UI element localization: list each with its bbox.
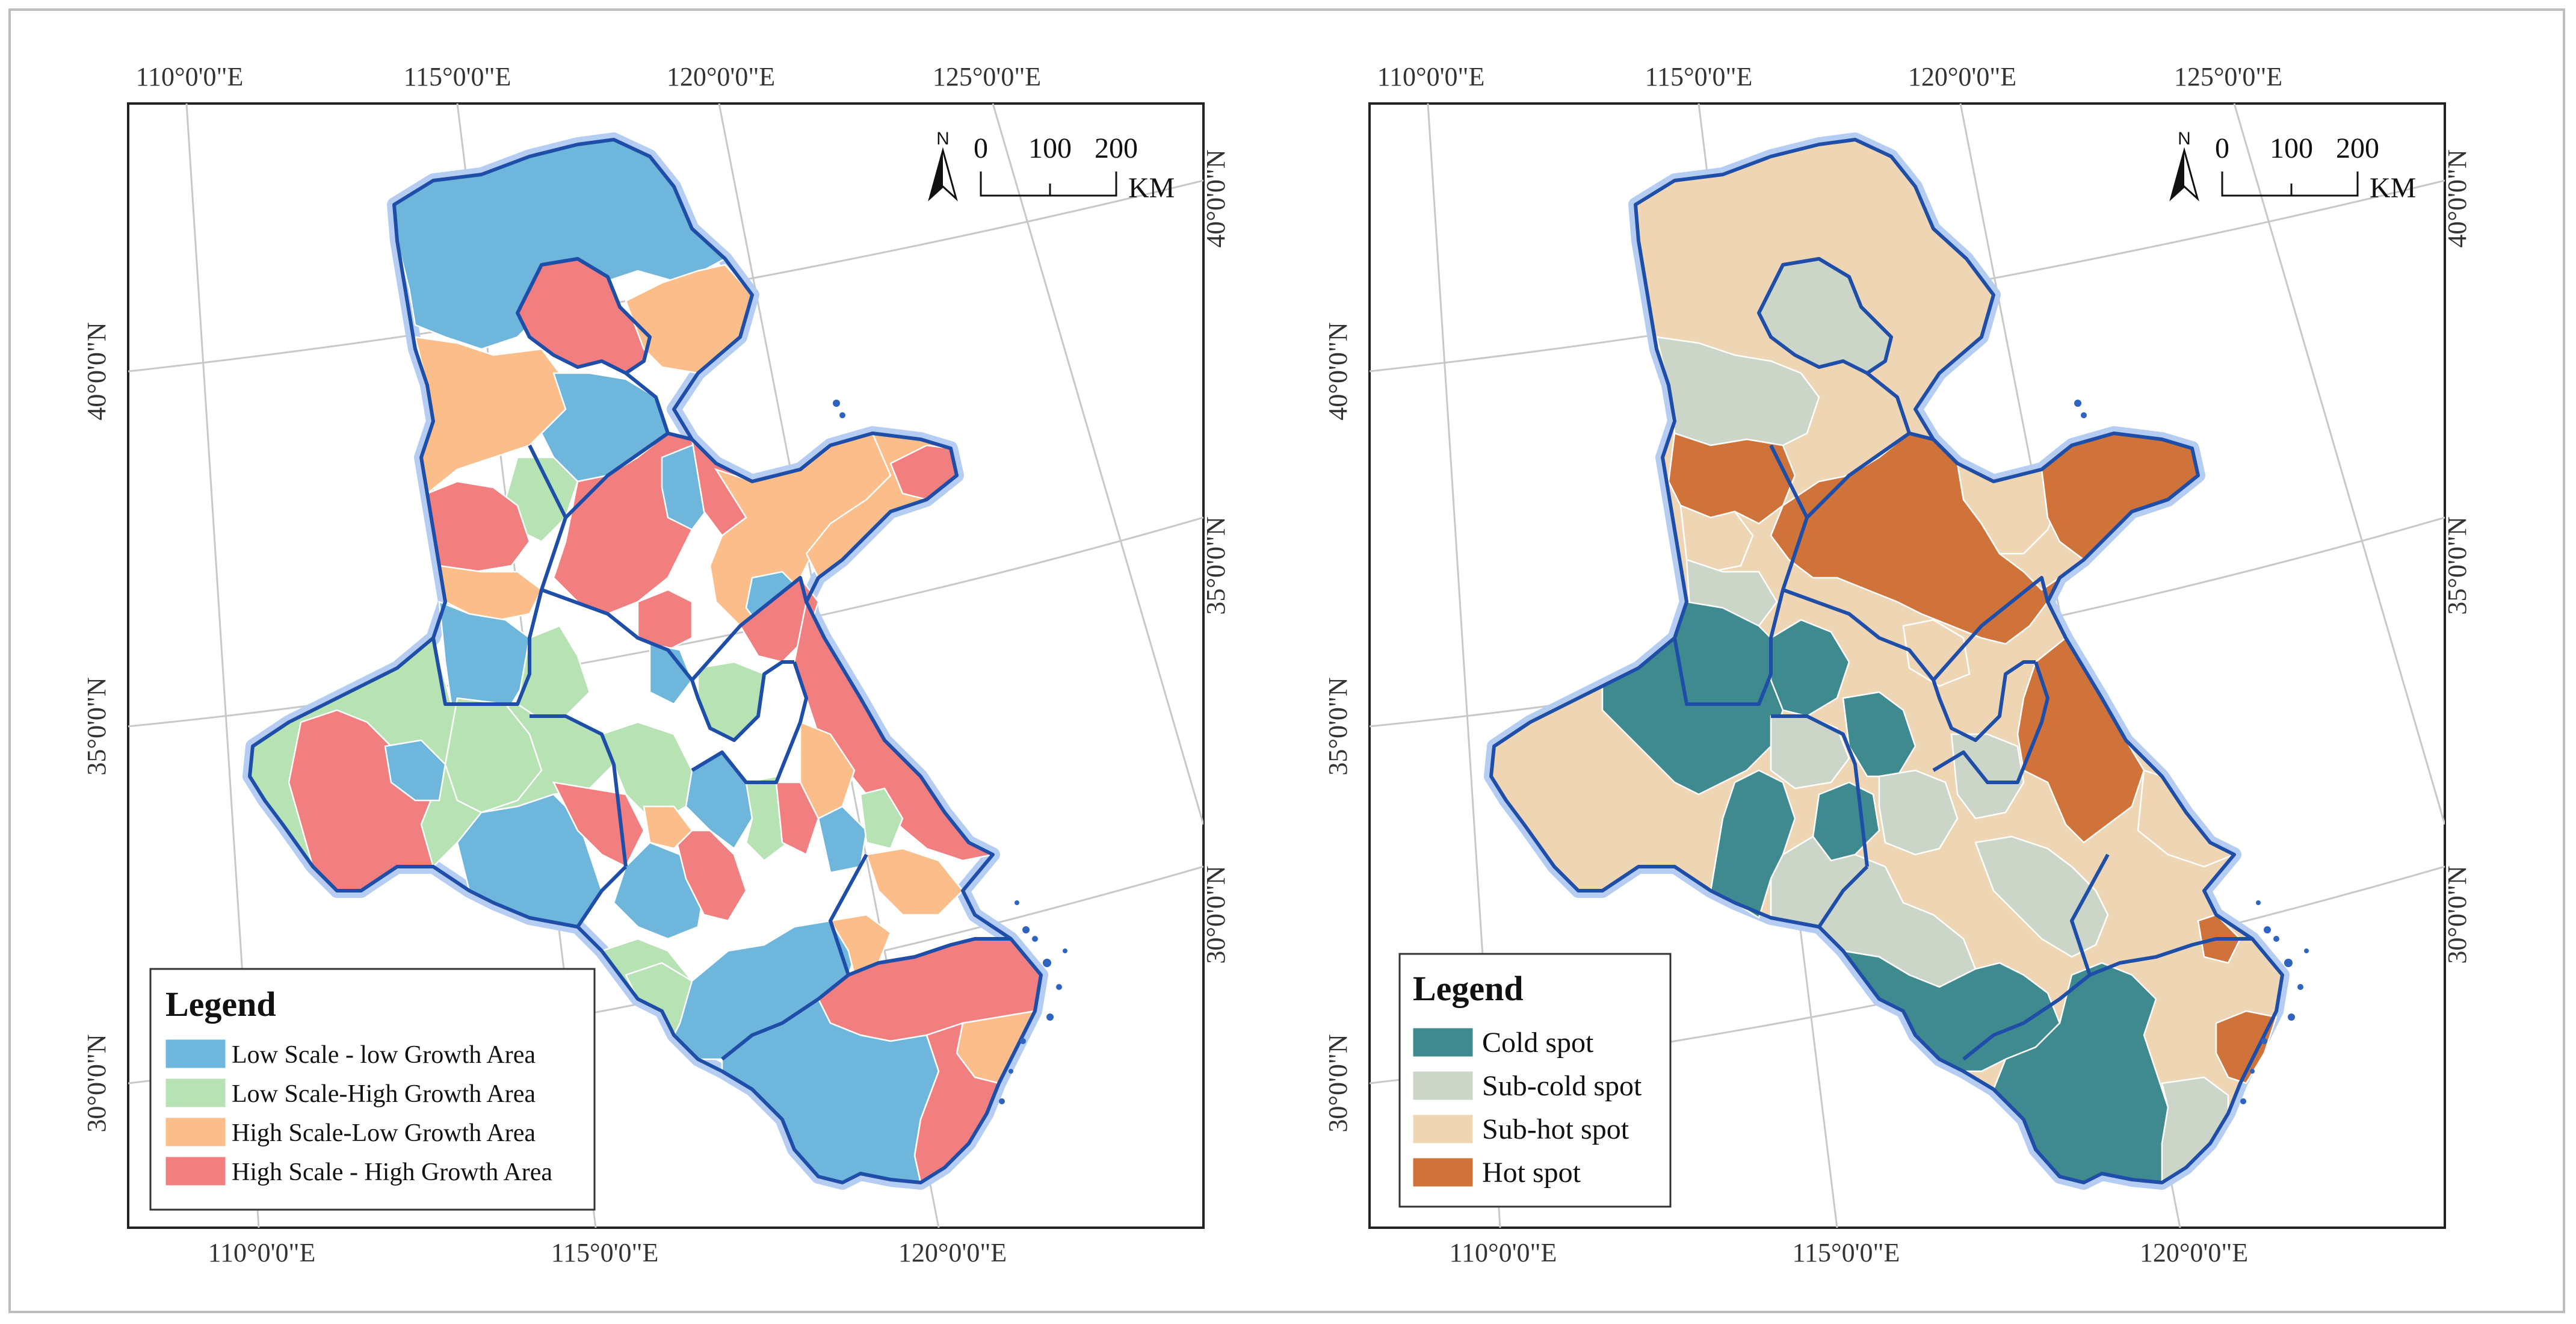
province-boundaries <box>248 138 1043 1184</box>
north-arrow: N <box>928 129 958 202</box>
right-axis-label: 35°0'0"N <box>1201 516 1231 614</box>
left-axis-labels: 40°0'0"N 35°0'0"N 30°0'0"N <box>82 322 111 1132</box>
bottom-axis-label: 115°0'0"E <box>1793 1238 1900 1267</box>
province-boundaries <box>1489 138 2284 1184</box>
legend: Legend Cold spot Sub-cold spot Sub-hot s… <box>1398 953 1672 1208</box>
map-region <box>1601 601 1784 796</box>
scale-tick-label: 0 <box>2215 132 2229 164</box>
map-region <box>1950 733 2025 820</box>
map-region <box>775 781 820 856</box>
scale-tick-label: 200 <box>2336 132 2379 164</box>
bottom-axis-labels: 110°0'0"E 115°0'0"E 120°0'0"E <box>1450 1238 2249 1267</box>
map-region <box>817 805 868 874</box>
map-region <box>649 643 693 705</box>
legend-title: Legend <box>165 985 276 1024</box>
right-axis-label: 35°0'0"N <box>2442 516 2472 614</box>
scale-bar: 0 100 200 KM <box>974 132 1175 204</box>
map-region <box>444 697 543 814</box>
north-label: N <box>936 129 950 149</box>
legend-swatch <box>1412 1071 1474 1101</box>
map-region <box>1667 432 1796 525</box>
legend-swatch <box>165 1078 226 1108</box>
top-axis-label: 125°0'0"E <box>933 62 1041 91</box>
left-axis-label: 30°0'0"N <box>1323 1034 1353 1132</box>
legend-item-label: Low Scale-High Growth Area <box>232 1080 536 1108</box>
map-panel-growth: 110°0'0"E 115°0'0"E 120°0'0"E 125°0'0"E … <box>0 0 1241 1324</box>
top-axis-labels: 110°0'0"E 115°0'0"E 120°0'0"E 125°0'0"E <box>136 62 1042 91</box>
legend-swatch <box>1412 1027 1474 1057</box>
legend-swatch <box>165 1039 226 1069</box>
left-axis-labels: 40°0'0"N 35°0'0"N 30°0'0"N <box>1323 322 1353 1132</box>
legend-title: Legend <box>1413 969 1524 1008</box>
legend-item-label: Low Scale - low Growth Area <box>232 1041 536 1069</box>
scale-unit: KM <box>2370 172 2416 204</box>
legend-swatch <box>1412 1114 1474 1144</box>
legend-item-label: High Scale-Low Growth Area <box>232 1119 536 1147</box>
map-region <box>1710 769 1796 919</box>
right-axis-label: 30°0'0"N <box>1201 865 1231 964</box>
left-axis-label: 30°0'0"N <box>82 1034 111 1132</box>
bottom-axis-label: 115°0'0"E <box>551 1238 659 1267</box>
map-region <box>1842 691 1917 778</box>
top-axis-label: 115°0'0"E <box>404 62 511 91</box>
scale-bar: 0 100 200 KM <box>2215 132 2416 204</box>
map-region <box>673 829 747 922</box>
legend-item-label: Cold spot <box>1482 1027 1594 1059</box>
right-axis-label: 40°0'0"N <box>2442 149 2472 247</box>
map-region <box>865 847 964 916</box>
top-axis-label: 120°0'0"E <box>667 62 775 91</box>
top-axis-label: 125°0'0"E <box>2174 62 2282 91</box>
north-arrow: N <box>2169 129 2199 202</box>
legend-swatch <box>165 1117 226 1147</box>
scale-tick-label: 100 <box>1028 132 1072 164</box>
map-region <box>1770 619 1850 717</box>
scale-unit: KM <box>1128 172 1175 204</box>
map-region <box>643 805 693 850</box>
legend-item-label: High Scale - High Growth Area <box>232 1158 552 1186</box>
choropleth-regions <box>249 138 1042 1184</box>
right-axis-labels: 40°0'0"N 35°0'0"N 30°0'0"N <box>2442 149 2472 964</box>
left-axis-label: 35°0'0"N <box>82 677 111 775</box>
scale-tick-label: 100 <box>2270 132 2313 164</box>
left-axis-label: 40°0'0"N <box>82 322 111 420</box>
right-axis-label: 40°0'0"N <box>1201 149 1231 247</box>
legend-item-label: Sub-cold spot <box>1482 1070 1642 1102</box>
right-axis-label: 30°0'0"N <box>2442 865 2472 964</box>
bottom-axis-label: 120°0'0"E <box>898 1238 1007 1267</box>
top-axis-label: 110°0'0"E <box>1377 62 1485 91</box>
map-region <box>1878 769 1959 856</box>
top-axis-labels: 110°0'0"E 115°0'0"E 120°0'0"E 125°0'0"E <box>1377 62 2283 91</box>
map-region <box>613 841 705 940</box>
left-axis-label: 40°0'0"N <box>1323 322 1353 420</box>
map-region <box>384 739 446 802</box>
bottom-axis-label: 120°0'0"E <box>2140 1238 2248 1267</box>
map-region <box>859 787 904 850</box>
map-region <box>2215 1010 2278 1084</box>
map-region <box>438 565 543 621</box>
bottom-axis-label: 110°0'0"E <box>1450 1238 1557 1267</box>
coastal-islands <box>2074 400 2309 1104</box>
legend-swatch <box>1412 1157 1474 1187</box>
scale-tick-label: 200 <box>1095 132 1138 164</box>
map-region <box>552 781 645 868</box>
legend-swatch <box>165 1156 226 1186</box>
map-panel-hotspot: 110°0'0"E 115°0'0"E 120°0'0"E 125°0'0"E … <box>1241 0 2483 1324</box>
top-axis-label: 110°0'0"E <box>136 62 244 91</box>
legend: Legend Low Scale - low Growth Area Low S… <box>149 968 596 1211</box>
map-svg-hotspot: 110°0'0"E 115°0'0"E 120°0'0"E 125°0'0"E … <box>1323 62 2472 1267</box>
map-svg-growth: 110°0'0"E 115°0'0"E 120°0'0"E 125°0'0"E … <box>82 62 1231 1267</box>
top-axis-label: 120°0'0"E <box>1908 62 2016 91</box>
legend-item-label: Hot spot <box>1482 1157 1581 1189</box>
figure-border <box>8 8 2565 1313</box>
map-region <box>1902 619 1971 687</box>
bottom-axis-label: 110°0'0"E <box>208 1238 316 1267</box>
bottom-axis-labels: 110°0'0"E 115°0'0"E 120°0'0"E <box>208 1238 1007 1267</box>
left-axis-label: 35°0'0"N <box>1323 677 1353 775</box>
scale-tick-label: 0 <box>974 132 988 164</box>
north-label: N <box>2178 129 2191 149</box>
legend-item-label: Sub-hot spot <box>1482 1113 1629 1145</box>
top-axis-label: 115°0'0"E <box>1645 62 1753 91</box>
coastal-islands <box>833 400 1067 1104</box>
right-axis-labels: 40°0'0"N 35°0'0"N 30°0'0"N <box>1201 149 1231 964</box>
